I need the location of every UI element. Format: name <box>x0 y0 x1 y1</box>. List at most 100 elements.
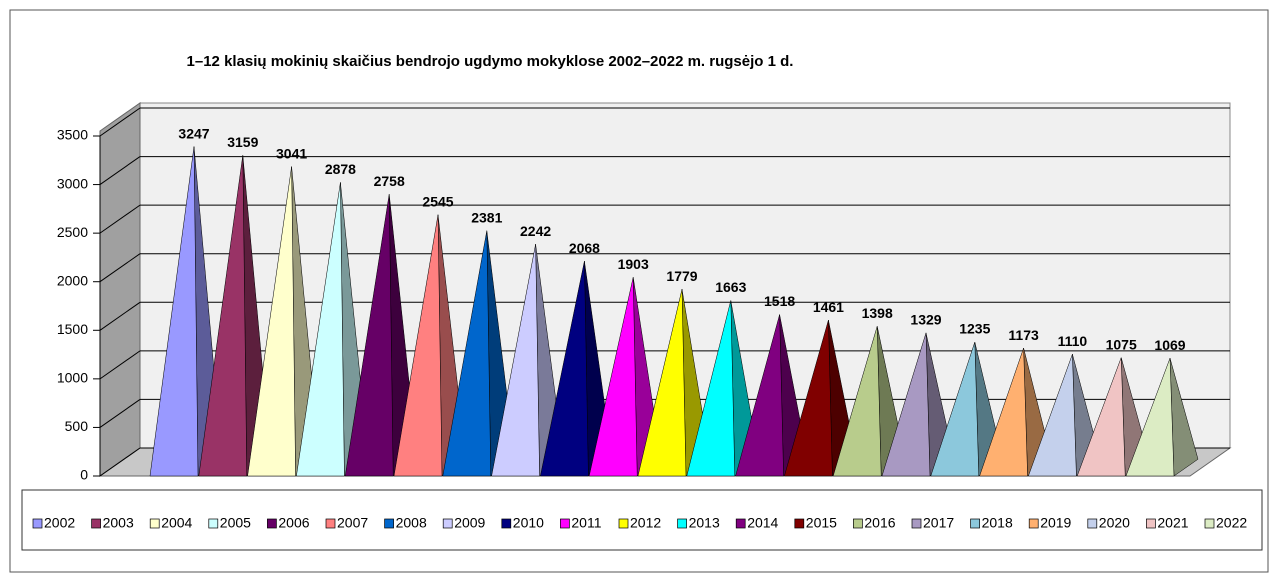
legend-swatch <box>501 518 512 529</box>
legend-swatch <box>208 518 219 529</box>
pyramid <box>637 289 687 477</box>
pyramid <box>784 320 833 477</box>
legend-swatch <box>91 518 101 529</box>
y-tick-label: 3000 <box>57 175 88 191</box>
legend-swatch <box>618 518 629 529</box>
grid-line <box>99 204 141 234</box>
legend-label: 2005 <box>220 515 251 531</box>
grid-line <box>99 447 141 477</box>
legend-label: 2013 <box>689 515 720 531</box>
pyramid <box>588 277 638 477</box>
grid-line <box>99 156 141 185</box>
pyramid <box>1028 354 1077 477</box>
grid-line <box>99 301 141 331</box>
legend-swatch <box>32 518 43 529</box>
legend-swatch <box>1087 518 1098 529</box>
pyramid <box>735 314 784 477</box>
data-label: 1398 <box>862 305 893 321</box>
legend-label: 2015 <box>806 515 837 531</box>
legend-label: 2016 <box>864 515 895 531</box>
y-tick-label: 3500 <box>57 127 88 143</box>
legend-label: 2002 <box>44 515 75 531</box>
legend-swatch <box>384 518 394 529</box>
pyramid <box>979 347 1028 477</box>
pyramid <box>198 155 248 477</box>
pyramid <box>149 146 199 477</box>
legend-swatch <box>442 518 453 529</box>
legend-label: 2010 <box>513 515 544 531</box>
grid-line <box>99 350 141 380</box>
data-label: 1461 <box>813 299 844 315</box>
data-label: 2878 <box>325 161 356 177</box>
legend-swatch <box>1204 518 1215 529</box>
legend-swatch <box>735 518 746 529</box>
data-label: 1779 <box>666 268 697 284</box>
legend-swatch <box>1146 518 1156 529</box>
data-label: 1110 <box>1058 333 1088 349</box>
pyramid <box>881 332 931 477</box>
legend-swatch <box>267 518 277 529</box>
legend-swatch <box>1028 518 1039 529</box>
legend-swatch <box>149 518 160 529</box>
pyramid <box>930 341 980 477</box>
data-label: 2242 <box>520 223 551 239</box>
legend-label: 2018 <box>982 515 1013 531</box>
legend-label: 2017 <box>923 515 954 531</box>
grid-line <box>99 107 141 137</box>
y-tick-label: 2500 <box>57 224 88 240</box>
legend <box>21 489 1263 551</box>
data-label: 3041 <box>276 145 307 161</box>
pyramid <box>247 166 296 477</box>
pyramid <box>393 214 443 477</box>
grid-line <box>99 253 141 283</box>
data-label: 1329 <box>910 312 941 328</box>
legend-label: 2009 <box>454 515 485 531</box>
legend-swatch <box>970 518 980 529</box>
chart-title: 1–12 klasių mokinių skaičius bendrojo ug… <box>187 53 794 70</box>
legend-label: 2012 <box>630 515 661 531</box>
data-label: 1075 <box>1106 336 1137 352</box>
grid-line <box>99 399 141 428</box>
legend-label: 2003 <box>103 515 134 531</box>
pyramid <box>540 261 589 477</box>
data-label: 2068 <box>569 240 600 256</box>
legend-label: 2020 <box>1099 515 1130 531</box>
data-label: 1069 <box>1154 337 1185 353</box>
pyramid <box>686 300 736 477</box>
pyramid <box>344 194 394 477</box>
legend-label: 2019 <box>1040 515 1071 531</box>
pyramid <box>832 326 882 477</box>
legend-swatch <box>325 518 336 529</box>
legend-label: 2014 <box>747 515 778 531</box>
data-label: 3247 <box>178 125 209 141</box>
legend-label: 2007 <box>337 515 368 531</box>
pyramid <box>491 244 540 477</box>
legend-label: 2011 <box>571 515 601 531</box>
data-label: 1903 <box>618 256 649 272</box>
y-tick-label: 500 <box>65 418 89 434</box>
legend-label: 2004 <box>161 515 192 531</box>
data-label: 2545 <box>422 193 453 209</box>
y-tick-label: 1000 <box>57 370 88 386</box>
pyramid <box>296 182 345 477</box>
y-tick-label: 2000 <box>57 272 88 288</box>
data-label: 2381 <box>471 209 502 225</box>
data-label: 1235 <box>959 321 990 337</box>
pyramid <box>1125 358 1175 477</box>
legend-label: 2021 <box>1157 515 1188 531</box>
legend-swatch <box>853 518 863 529</box>
data-label: 3159 <box>227 134 258 150</box>
legend-swatch <box>911 518 922 529</box>
data-label: 1518 <box>764 293 795 309</box>
legend-label: 2008 <box>396 515 427 531</box>
legend-swatch <box>677 518 687 529</box>
data-label: 2758 <box>374 173 405 189</box>
pyramid <box>442 230 492 477</box>
legend-swatch <box>560 518 570 529</box>
y-tick-label: 1500 <box>57 321 88 337</box>
side-wall <box>99 102 141 477</box>
data-label: 1173 <box>1008 327 1039 343</box>
legend-label: 2006 <box>278 515 309 531</box>
pyramid <box>1076 357 1126 477</box>
